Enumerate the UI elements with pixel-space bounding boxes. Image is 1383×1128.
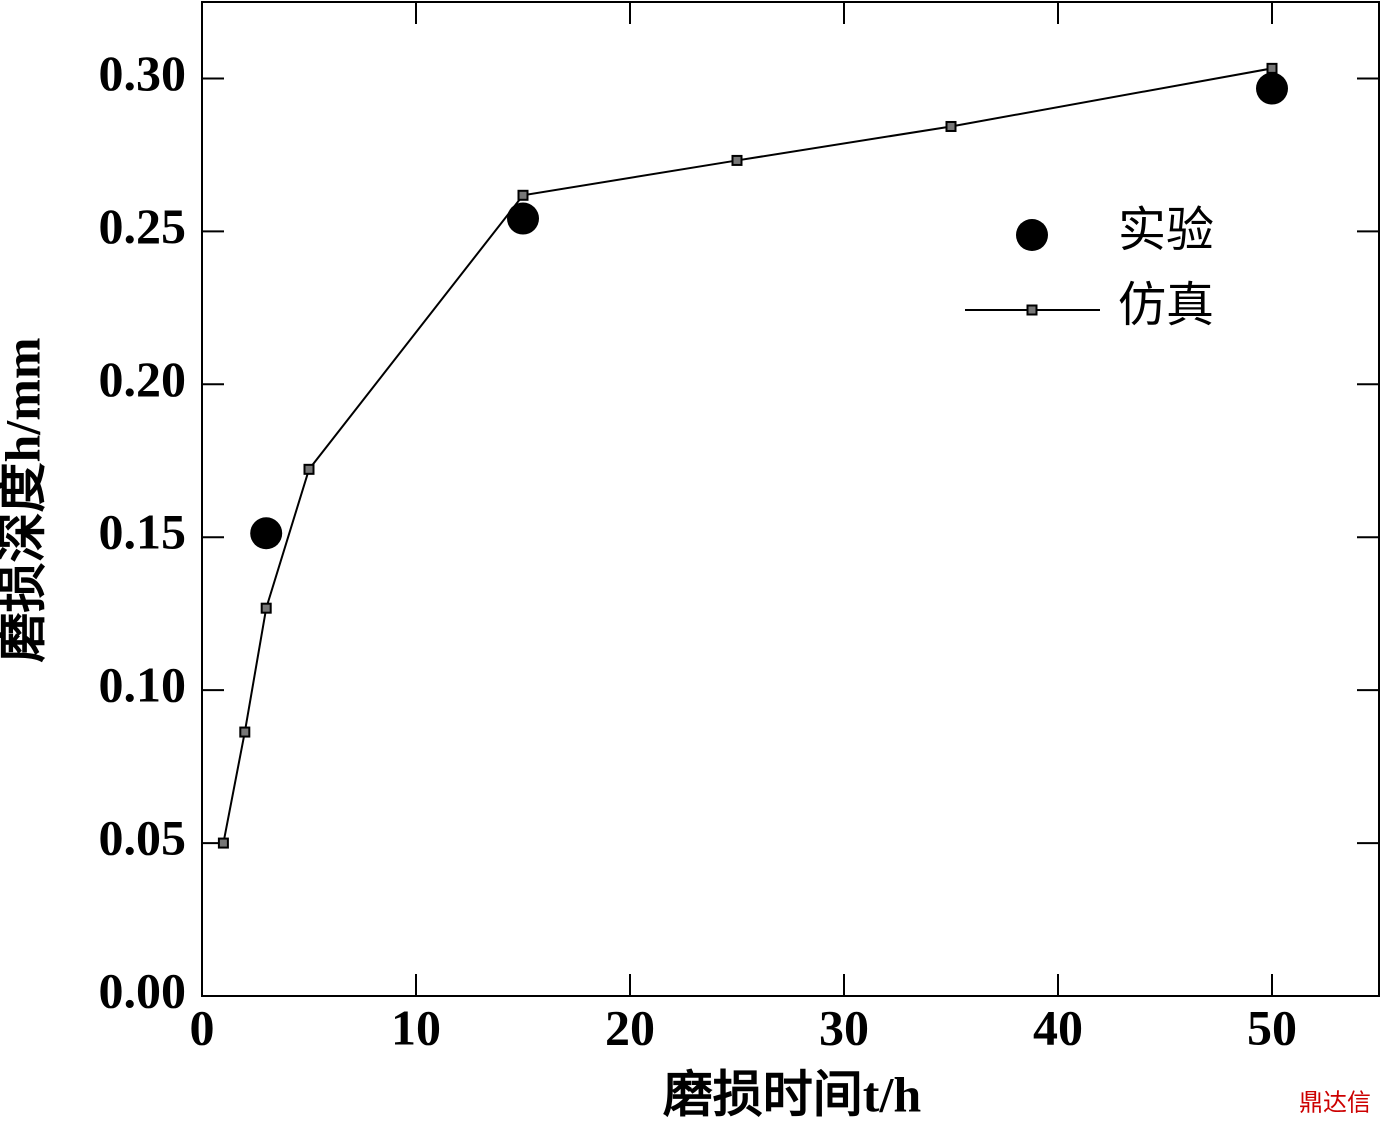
x-tick-label: 50 <box>1247 999 1297 1055</box>
simulation-marker <box>945 120 957 132</box>
simulation-marker <box>1266 62 1278 74</box>
y-tick-label: 0.25 <box>99 198 187 254</box>
legend-label: 仿真 <box>1118 279 1214 332</box>
y-tick-label: 0.30 <box>99 45 187 101</box>
y-tick-label: 0.00 <box>99 962 187 1018</box>
legend-marker <box>1026 304 1038 316</box>
legend-marker <box>1016 219 1048 251</box>
simulation-marker <box>260 602 272 614</box>
y-tick-label: 0.10 <box>99 657 187 713</box>
x-tick-label: 30 <box>819 999 869 1055</box>
simulation-marker <box>217 837 229 849</box>
experiment-point <box>1256 72 1288 105</box>
y-tick-label: 0.05 <box>99 810 187 866</box>
simulation-line <box>222 67 1273 844</box>
plot-frame <box>201 1 1380 997</box>
x-tick-label: 0 <box>190 999 215 1055</box>
experiment-point <box>250 517 283 550</box>
y-tick-label: 0.20 <box>99 351 187 407</box>
y-tick-label: 0.15 <box>99 504 187 560</box>
simulation-marker <box>303 463 315 475</box>
simulation-marker <box>239 726 251 738</box>
experiment-point <box>507 202 539 235</box>
y-axis-label: 磨损深度h/mm <box>0 338 50 663</box>
x-tick-label: 10 <box>391 999 441 1055</box>
watermark: 鼎达信 <box>1299 1090 1371 1117</box>
simulation-marker <box>731 154 743 166</box>
x-axis-label: 磨损时间t/h <box>663 1066 922 1122</box>
x-tick-label: 20 <box>605 999 655 1055</box>
simulation-marker <box>517 189 529 201</box>
x-tick-label: 40 <box>1033 999 1083 1055</box>
legend-label: 实验 <box>1118 204 1214 257</box>
